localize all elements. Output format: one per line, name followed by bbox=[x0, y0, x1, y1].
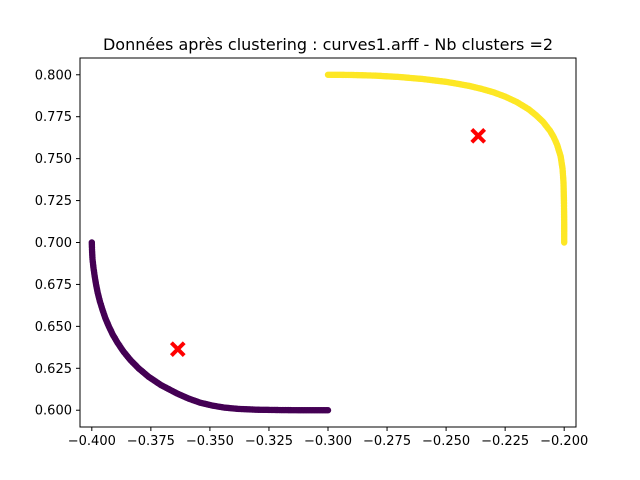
y-tick-label: 0.700 bbox=[35, 236, 72, 251]
y-tick-label: 0.600 bbox=[35, 404, 72, 419]
centroid-marker bbox=[169, 341, 186, 358]
y-tick-label: 0.675 bbox=[35, 278, 72, 293]
centroid-stroke bbox=[169, 341, 186, 358]
data-point bbox=[324, 407, 332, 414]
y-tick-label: 0.625 bbox=[35, 362, 72, 377]
x-tick-label: −0.275 bbox=[363, 434, 411, 449]
x-tick-label: −0.200 bbox=[540, 434, 588, 449]
y-tick-label: 0.775 bbox=[35, 110, 72, 125]
x-tick-label: −0.325 bbox=[245, 434, 293, 449]
data-marks bbox=[88, 71, 568, 414]
centroid-marker bbox=[470, 127, 487, 144]
chart-title: Données après clustering : curves1.arff … bbox=[103, 35, 553, 54]
x-tick-label: −0.350 bbox=[186, 434, 234, 449]
x-tick-label: −0.300 bbox=[304, 434, 352, 449]
centroid-stroke bbox=[470, 127, 487, 144]
x-tick-label: −0.375 bbox=[127, 434, 175, 449]
y-tick-label: 0.725 bbox=[35, 194, 72, 209]
x-tick-label: −0.400 bbox=[68, 434, 116, 449]
x-tick-label: −0.225 bbox=[481, 434, 529, 449]
y-tick-label: 0.750 bbox=[35, 152, 72, 167]
y-tick-label: 0.650 bbox=[35, 320, 72, 335]
axes: −0.400 −0.375 −0.350 −0.325 −0.300 −0.275 −0.2… bbox=[35, 57, 588, 449]
data-point bbox=[560, 239, 568, 246]
x-tick-label: −0.250 bbox=[422, 434, 470, 449]
y-tick-label: 0.800 bbox=[35, 68, 72, 83]
